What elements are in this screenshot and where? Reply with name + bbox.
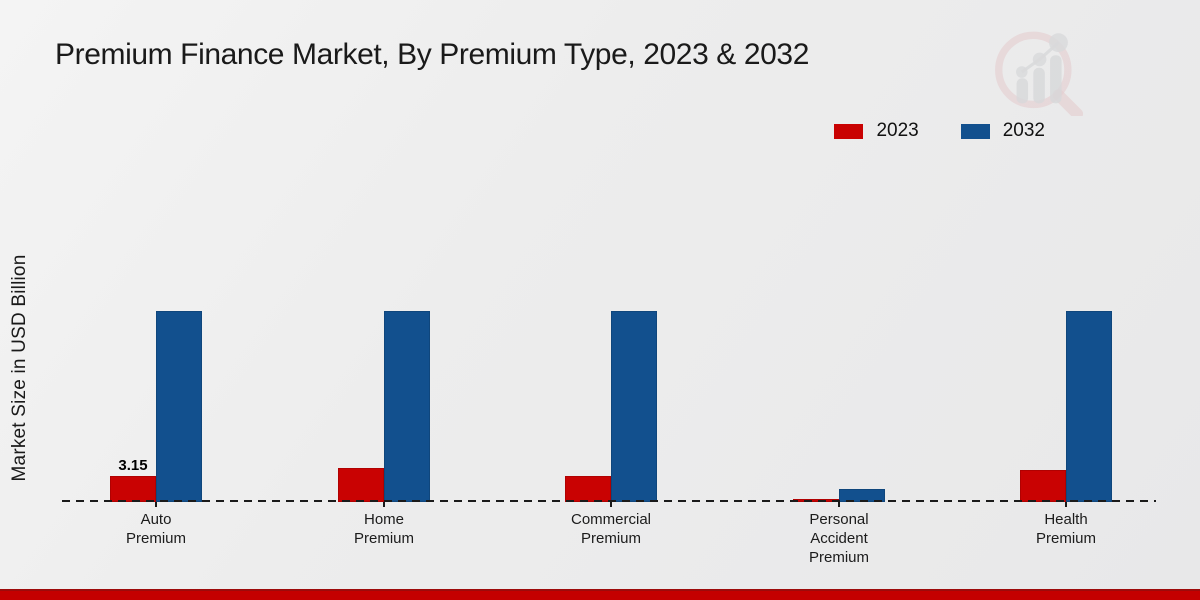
bar-2032-group-1 — [384, 311, 430, 502]
legend-swatch-2023 — [834, 123, 864, 139]
market-research-future-watermark-logo — [995, 31, 1084, 116]
category-label: Personal Accident Premium — [808, 511, 869, 566]
bar-value-label: 3.15 — [118, 456, 148, 474]
bar-2023-group-0 — [110, 475, 156, 502]
bar-2023-group-1 — [338, 467, 384, 502]
bar-2023-group-2 — [565, 476, 611, 502]
legend-label: 2032 — [1002, 120, 1045, 141]
bar-2032-group-4 — [1066, 311, 1112, 502]
bar-2032-group-3 — [839, 489, 885, 502]
bar-2023-group-4 — [1020, 469, 1066, 502]
category-label: Health Premium — [1035, 511, 1096, 547]
category-label: Home Premium — [353, 511, 414, 547]
legend-item-2032: 2032 — [960, 120, 1045, 142]
category-label: Auto Premium — [125, 511, 186, 547]
category-label: Commercial Premium — [570, 511, 651, 547]
axis-tick — [383, 502, 385, 507]
axis-tick — [610, 502, 612, 507]
bar-2032-group-0 — [156, 311, 202, 502]
legend-item-2023: 2023 — [834, 120, 919, 142]
legend-label: 2023 — [876, 120, 919, 141]
axis-tick — [1065, 502, 1067, 507]
chart-title: Premium Finance Market, By Premium Type,… — [55, 38, 809, 71]
legend: 2023 2032 — [834, 120, 1045, 142]
axis-tick — [155, 502, 157, 507]
bar-2032-group-2 — [611, 311, 657, 502]
legend-swatch-2032 — [960, 123, 990, 139]
axis-tick — [838, 502, 840, 507]
x-axis-baseline — [62, 500, 1156, 502]
footer-accent-bar — [0, 589, 1200, 600]
